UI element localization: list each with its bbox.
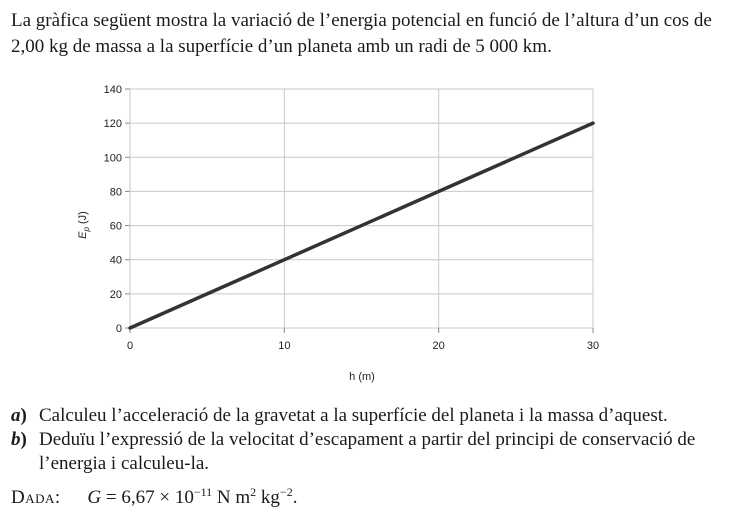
plot-area: [129, 88, 594, 329]
data-label: Dada:: [11, 487, 61, 508]
questions-list: a) Calculeu l’acceleració de la gravetat…: [11, 404, 719, 476]
data-given: Dada: G = 6,67 × 10−11 N m2 kg−2.: [11, 485, 297, 511]
x-tick-label: 20: [433, 340, 445, 352]
y-tick-label: 0: [116, 323, 122, 335]
y-tick-label: 60: [110, 221, 122, 233]
y-tick-label: 80: [110, 186, 122, 198]
y-tick-labels: 0 20 40 60 80 100 120 140: [104, 84, 122, 335]
y-tick-label: 140: [104, 84, 122, 96]
x-axis-label: h (m): [349, 371, 375, 383]
question-b-label: b): [11, 429, 27, 450]
question-b-text: Deduïu l’expressió de la velocitat d’esc…: [39, 429, 696, 474]
series-lines: [128, 121, 595, 330]
potential-energy-chart: 0 20 40 60 80 100 120 140 0 10 20 30 h (m) Ep (J): [77, 84, 599, 383]
y-tick-label: 120: [104, 118, 122, 130]
x-tick-label: 0: [127, 340, 133, 352]
question-b: b) Deduïu l’expressió de la velocitat d’…: [11, 428, 719, 476]
question-a: a) Calculeu l’acceleració de la gravetat…: [11, 404, 719, 428]
intro-text: La gràfica següent mostra la variació de…: [11, 10, 712, 57]
x-tick-label: 30: [587, 340, 599, 352]
y-tick-label: 100: [104, 152, 122, 164]
y-tick-label: 20: [110, 289, 122, 301]
y-axis-label: Ep (J): [77, 211, 91, 239]
gravitational-constant: G = 6,67 × 10−11 N m2 kg−2.: [87, 485, 298, 508]
question-a-text: Calculeu l’acceleració de la gravetat a …: [39, 405, 668, 426]
question-a-label: a): [11, 405, 27, 426]
series-line: [128, 121, 595, 330]
x-tick-label: 10: [278, 340, 290, 352]
y-tick-label: 40: [110, 255, 122, 267]
x-tick-labels: 0 10 20 30: [127, 340, 599, 352]
